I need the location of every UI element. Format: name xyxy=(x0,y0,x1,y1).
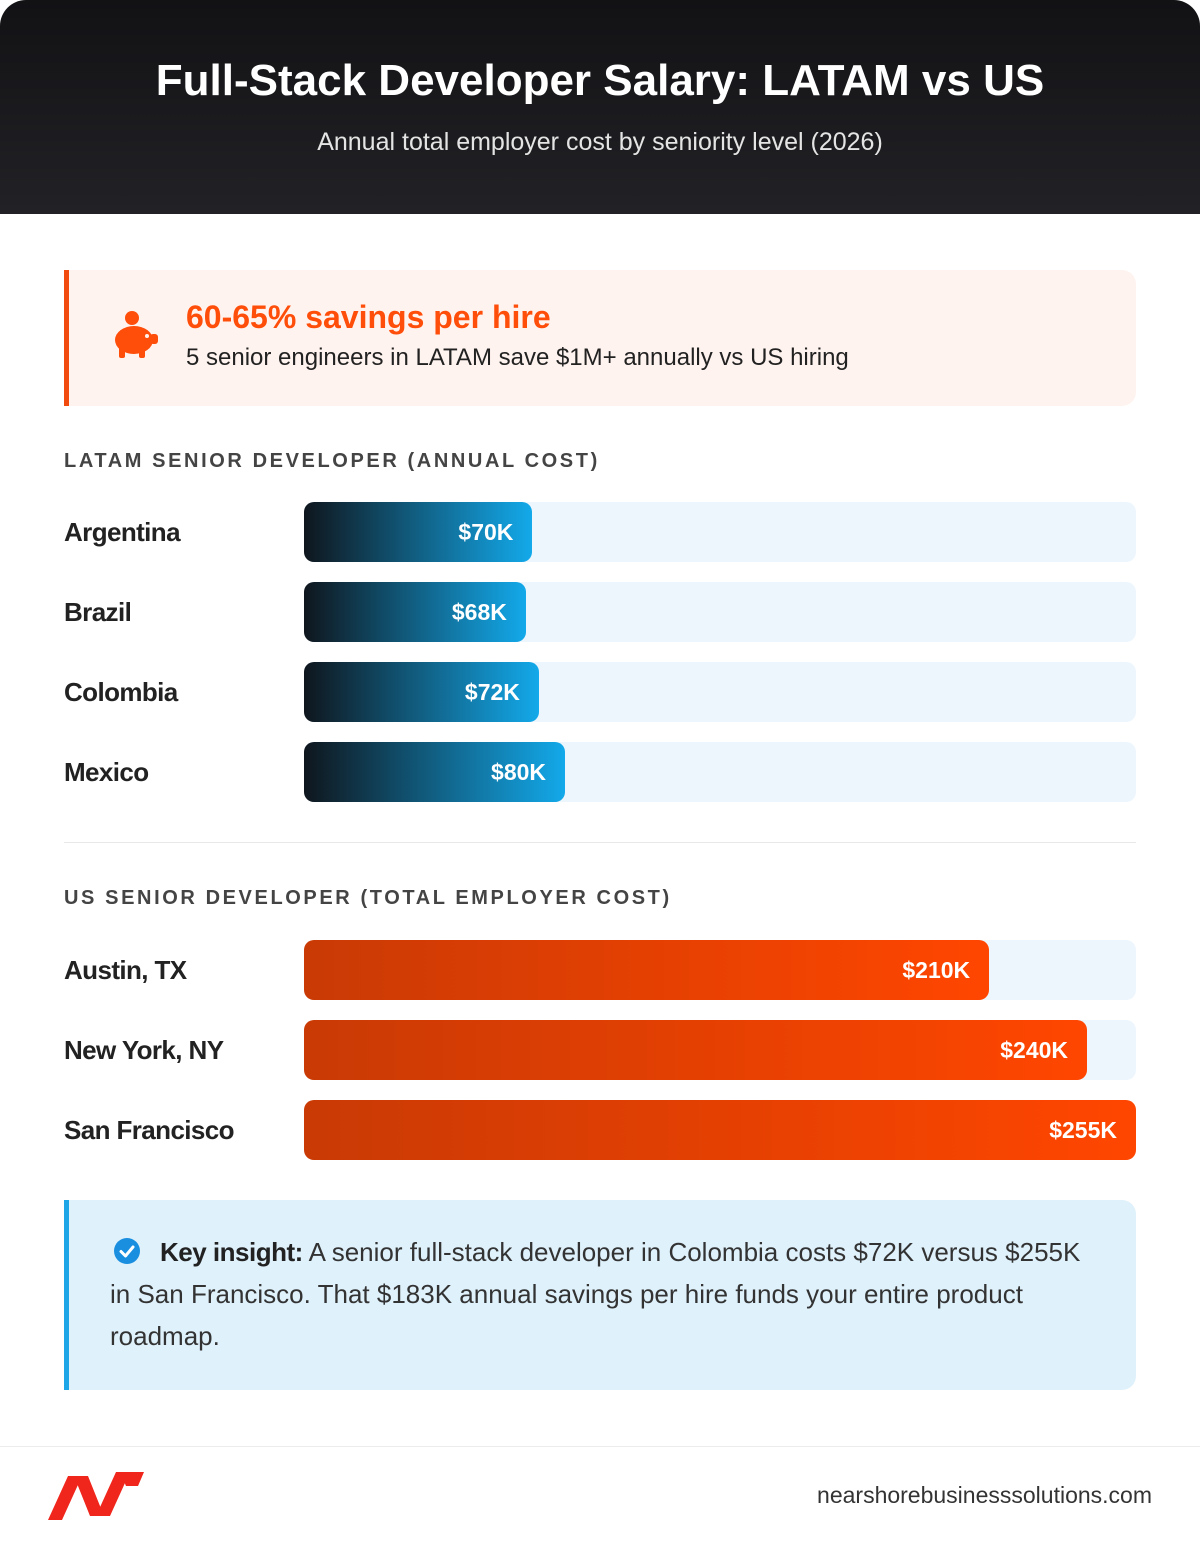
bar xyxy=(304,662,539,722)
value-label: $240K xyxy=(1000,1037,1069,1063)
insight-body: A senior full-stack developer in Colombi… xyxy=(110,1237,1081,1351)
insight-label: Key insight: xyxy=(160,1237,303,1267)
value-label: $210K xyxy=(902,957,971,983)
footer-line xyxy=(0,1446,1200,1447)
value-label: $255K xyxy=(1049,1117,1117,1143)
insight-callout xyxy=(64,1200,1136,1390)
category-label: Argentina xyxy=(64,517,181,547)
bar xyxy=(304,742,566,802)
subtitle: Annual total employer cost by seniority … xyxy=(317,128,883,156)
category-label: San Francisco xyxy=(64,1115,235,1145)
bar xyxy=(304,1100,1136,1160)
value-label: $80K xyxy=(491,759,547,785)
category-label: New York, NY xyxy=(64,1035,224,1065)
category-label: Mexico xyxy=(64,757,149,787)
check-icon xyxy=(114,1238,140,1264)
category-label: Austin, TX xyxy=(64,955,187,985)
piggy-icon xyxy=(115,311,158,358)
value-label: $72K xyxy=(464,679,520,705)
title: Full-Stack Developer Salary: LATAM vs US xyxy=(155,56,1045,105)
savings-headline: 60-65% savings per hire xyxy=(186,299,551,335)
bar xyxy=(304,582,526,642)
value-label: $70K xyxy=(458,519,514,545)
bar xyxy=(304,940,990,1000)
insight-text: Key insight: A senior full-stack develop… xyxy=(110,1231,1100,1357)
category-label: Brazil xyxy=(64,597,132,627)
header xyxy=(0,0,1200,214)
divider xyxy=(64,842,1136,843)
footer-url: nearshorebusinesssolutions.com xyxy=(817,1482,1152,1508)
value-label: $68K xyxy=(451,599,507,625)
chart-title: US SENIOR DEVELOPER (TOTAL EMPLOYER COST… xyxy=(64,887,672,909)
category-label: Colombia xyxy=(64,677,178,707)
savings-callout xyxy=(64,270,1136,406)
savings-text: 5 senior engineers in LATAM save $1M+ an… xyxy=(186,344,849,371)
bar xyxy=(304,502,533,562)
chart-title: LATAM SENIOR DEVELOPER (ANNUAL COST) xyxy=(64,450,600,472)
logo xyxy=(48,1472,144,1520)
bar xyxy=(304,1020,1088,1080)
